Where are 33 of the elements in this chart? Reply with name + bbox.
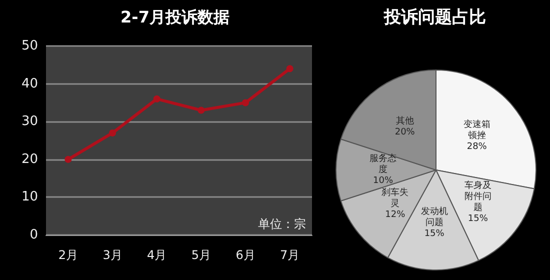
data-label: 28% xyxy=(466,142,488,152)
x-tick-label: 4月 xyxy=(147,248,167,262)
slice-label: 车身及附件问题 xyxy=(464,180,492,213)
slice-label: 其他 xyxy=(396,116,414,127)
y-tick-label: 20 xyxy=(21,152,38,167)
slice-label: 发动机问题 xyxy=(420,206,448,228)
x-tick-label: 5月 xyxy=(191,248,211,262)
y-tick-label: 30 xyxy=(21,114,38,130)
data-label: 15% xyxy=(424,228,445,239)
slice-label: 刹车失灵 xyxy=(382,186,409,209)
data-label: 20% xyxy=(394,128,416,138)
point xyxy=(242,99,249,106)
point xyxy=(64,156,72,163)
y-tick-label: 50 xyxy=(21,38,38,54)
y-tick-label: 10 xyxy=(21,190,38,205)
x-tick-label: 2月 xyxy=(58,248,78,262)
point xyxy=(153,95,160,102)
x-tick-label: 6月 xyxy=(236,248,256,262)
point xyxy=(286,65,294,72)
annotation: 单位：宗 xyxy=(258,217,306,231)
data-label: 15% xyxy=(468,214,488,224)
data-label: 12% xyxy=(385,210,406,220)
point xyxy=(109,129,116,136)
chart-title: 2-7月投诉数据 xyxy=(120,8,230,26)
data-label: 10% xyxy=(372,176,394,186)
y-tick-label: 0 xyxy=(30,228,38,242)
point xyxy=(198,106,205,114)
slice-label: 服务态度 xyxy=(370,153,396,175)
x-tick-label: 7月 xyxy=(280,248,300,262)
chart-title: 投诉问题占比 xyxy=(383,8,486,28)
y-tick-label: 40 xyxy=(21,76,38,92)
slice-label: 变速箱顿挫 xyxy=(463,119,490,142)
x-tick-label: 3月 xyxy=(102,248,122,262)
